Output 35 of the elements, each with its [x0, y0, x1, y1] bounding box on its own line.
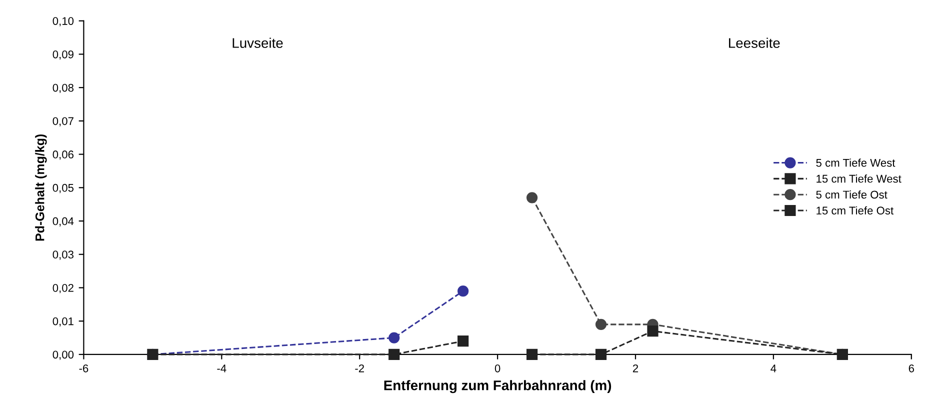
point	[526, 192, 538, 204]
y-tick-label: 0,03	[52, 250, 74, 260]
y-tick-label: 0,08	[52, 84, 74, 94]
y-tick-label: 0,07	[52, 117, 74, 126]
x-tick-label: -4	[217, 364, 226, 372]
y-tick-label: 0,00	[52, 350, 74, 360]
y-tick-label: 0,09	[52, 50, 74, 60]
y-tick-label: 0,05	[52, 184, 74, 194]
point	[647, 326, 658, 337]
point	[526, 348, 538, 360]
legend-label: 5 cm Tiefe West	[816, 158, 896, 167]
x-tick-label: 4	[770, 364, 776, 372]
legend-label: 15 cm Tiefe Ost	[816, 206, 894, 214]
y-tick-label: 0,06	[52, 150, 74, 160]
point	[595, 318, 607, 330]
y-tick-label: 0,02	[52, 284, 74, 294]
legend-label: 15 cm Tiefe West	[816, 174, 902, 183]
x-tick-label: -6	[79, 364, 88, 372]
point	[388, 348, 400, 360]
x-axis-title: Entfernung zum Fahrbahnrand (m)	[384, 380, 612, 394]
y-tick-label: 0,01	[52, 317, 74, 327]
x-tick-label: 2	[632, 364, 638, 372]
y-tick-label: 0,10	[52, 17, 74, 26]
x-tick-label: 0	[494, 364, 500, 372]
annotation: Leeseite	[729, 38, 780, 48]
point	[458, 336, 469, 347]
point	[388, 332, 400, 344]
y-axis-title: Pd-Gehalt (mg/kg)	[35, 134, 47, 241]
y-tick-label: 0,04	[52, 217, 74, 226]
x-tick-label: -2	[355, 364, 364, 372]
point	[595, 348, 607, 360]
x-tick-label: 6	[908, 364, 914, 372]
point	[458, 286, 469, 297]
annotation: Luvseite	[232, 38, 283, 48]
legend-label: 5 cm Tiefe Ost	[816, 190, 888, 199]
